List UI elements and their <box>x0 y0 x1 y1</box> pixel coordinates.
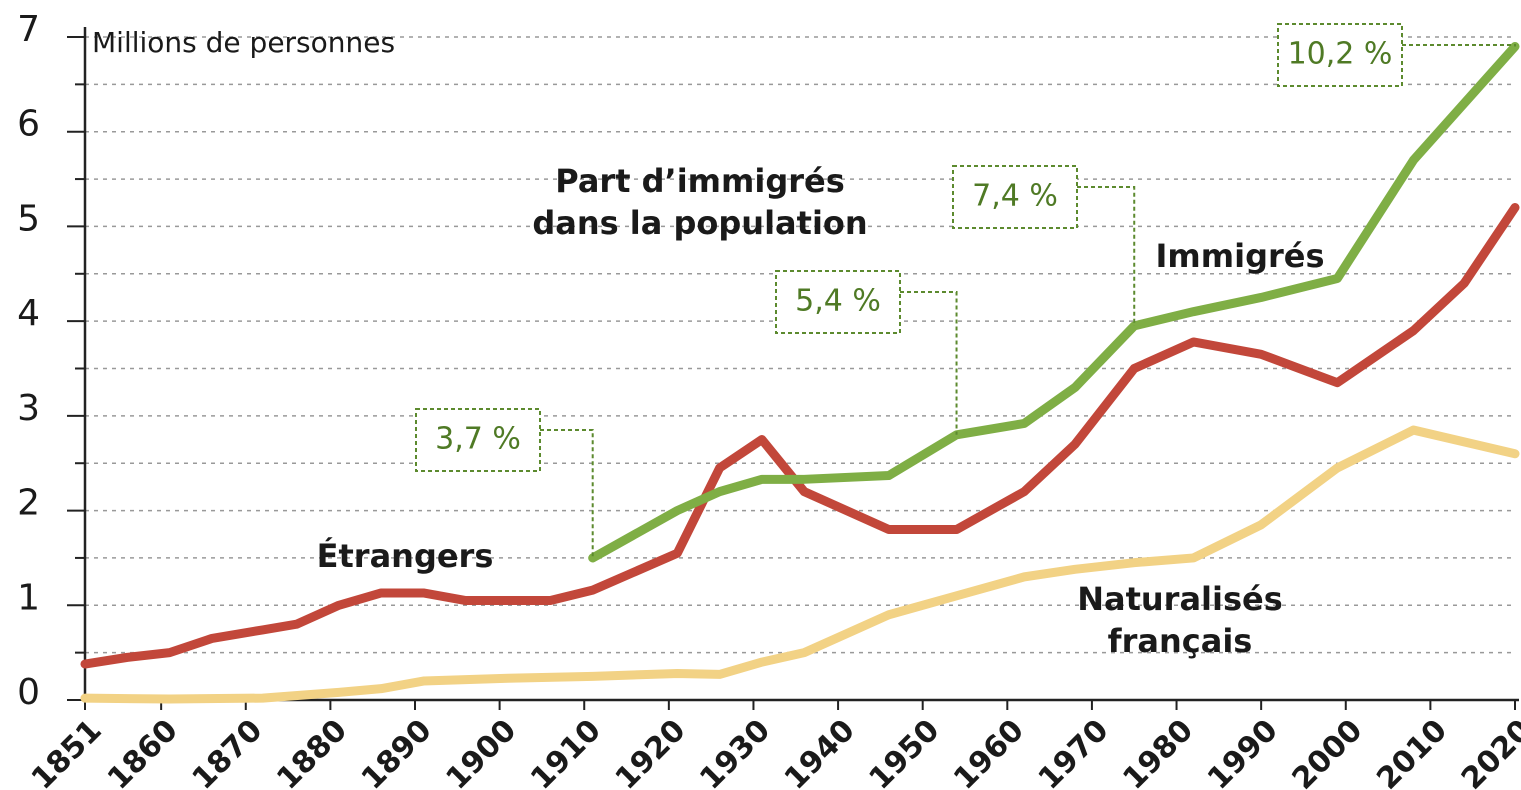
x-tick-label: 2000 <box>1286 713 1370 790</box>
share-label: 10,2 % <box>1288 37 1393 72</box>
y-tick-label: 7 <box>17 9 40 50</box>
x-tick-label: 1990 <box>1201 713 1285 790</box>
x-tick-label: 2020 <box>1455 713 1521 790</box>
x-tick-label: 1880 <box>270 713 354 790</box>
series-line <box>588 41 1520 563</box>
x-tick-label: 1940 <box>778 713 862 790</box>
y-tick-label: 5 <box>17 198 40 239</box>
x-tick-label: 1870 <box>186 713 270 790</box>
x-tick-label: 1950 <box>863 713 947 790</box>
share-box <box>775 270 901 334</box>
y-tick-label: 6 <box>17 104 40 145</box>
y-tick-label: 0 <box>17 672 40 713</box>
x-tick-label: 1970 <box>1032 713 1116 790</box>
share-box <box>415 408 541 472</box>
share-connector <box>900 291 958 435</box>
share-connector <box>540 429 594 558</box>
x-tick-label: 1960 <box>947 713 1031 790</box>
x-tick-label: 1930 <box>693 713 777 790</box>
x-tick-label: 1860 <box>101 713 185 790</box>
y-tick-label: 1 <box>17 577 40 618</box>
x-tick-label: 2010 <box>1370 713 1454 790</box>
share-label: 5,4 % <box>795 284 881 319</box>
share-label: 7,4 % <box>972 179 1058 214</box>
series-line <box>80 425 1520 704</box>
x-tick-label: 1851 <box>25 713 109 790</box>
x-tick-label: 1900 <box>439 713 523 790</box>
share-connector <box>1402 44 1516 47</box>
x-tick-label: 1980 <box>1116 713 1200 790</box>
share-box <box>952 165 1078 229</box>
y-tick-label: 3 <box>17 388 40 429</box>
y-tick-label: 4 <box>17 293 40 334</box>
annotation-title: Part d’immigrés dans la population <box>532 162 868 242</box>
share-connector <box>1077 186 1136 326</box>
series-label: Immigrés <box>1156 237 1325 275</box>
y-tick-label: 2 <box>17 483 40 524</box>
x-tick-label: 1890 <box>355 713 439 790</box>
x-tick-label: 1910 <box>524 713 608 790</box>
share-box <box>1277 23 1403 87</box>
series-label: Naturalisés français <box>1077 580 1283 660</box>
series-label: Étrangers <box>317 537 494 575</box>
x-tick-label: 1920 <box>609 713 693 790</box>
share-label: 3,7 % <box>435 422 521 457</box>
series-line <box>80 202 1520 669</box>
y-axis-label: Millions de personnes <box>92 26 395 59</box>
